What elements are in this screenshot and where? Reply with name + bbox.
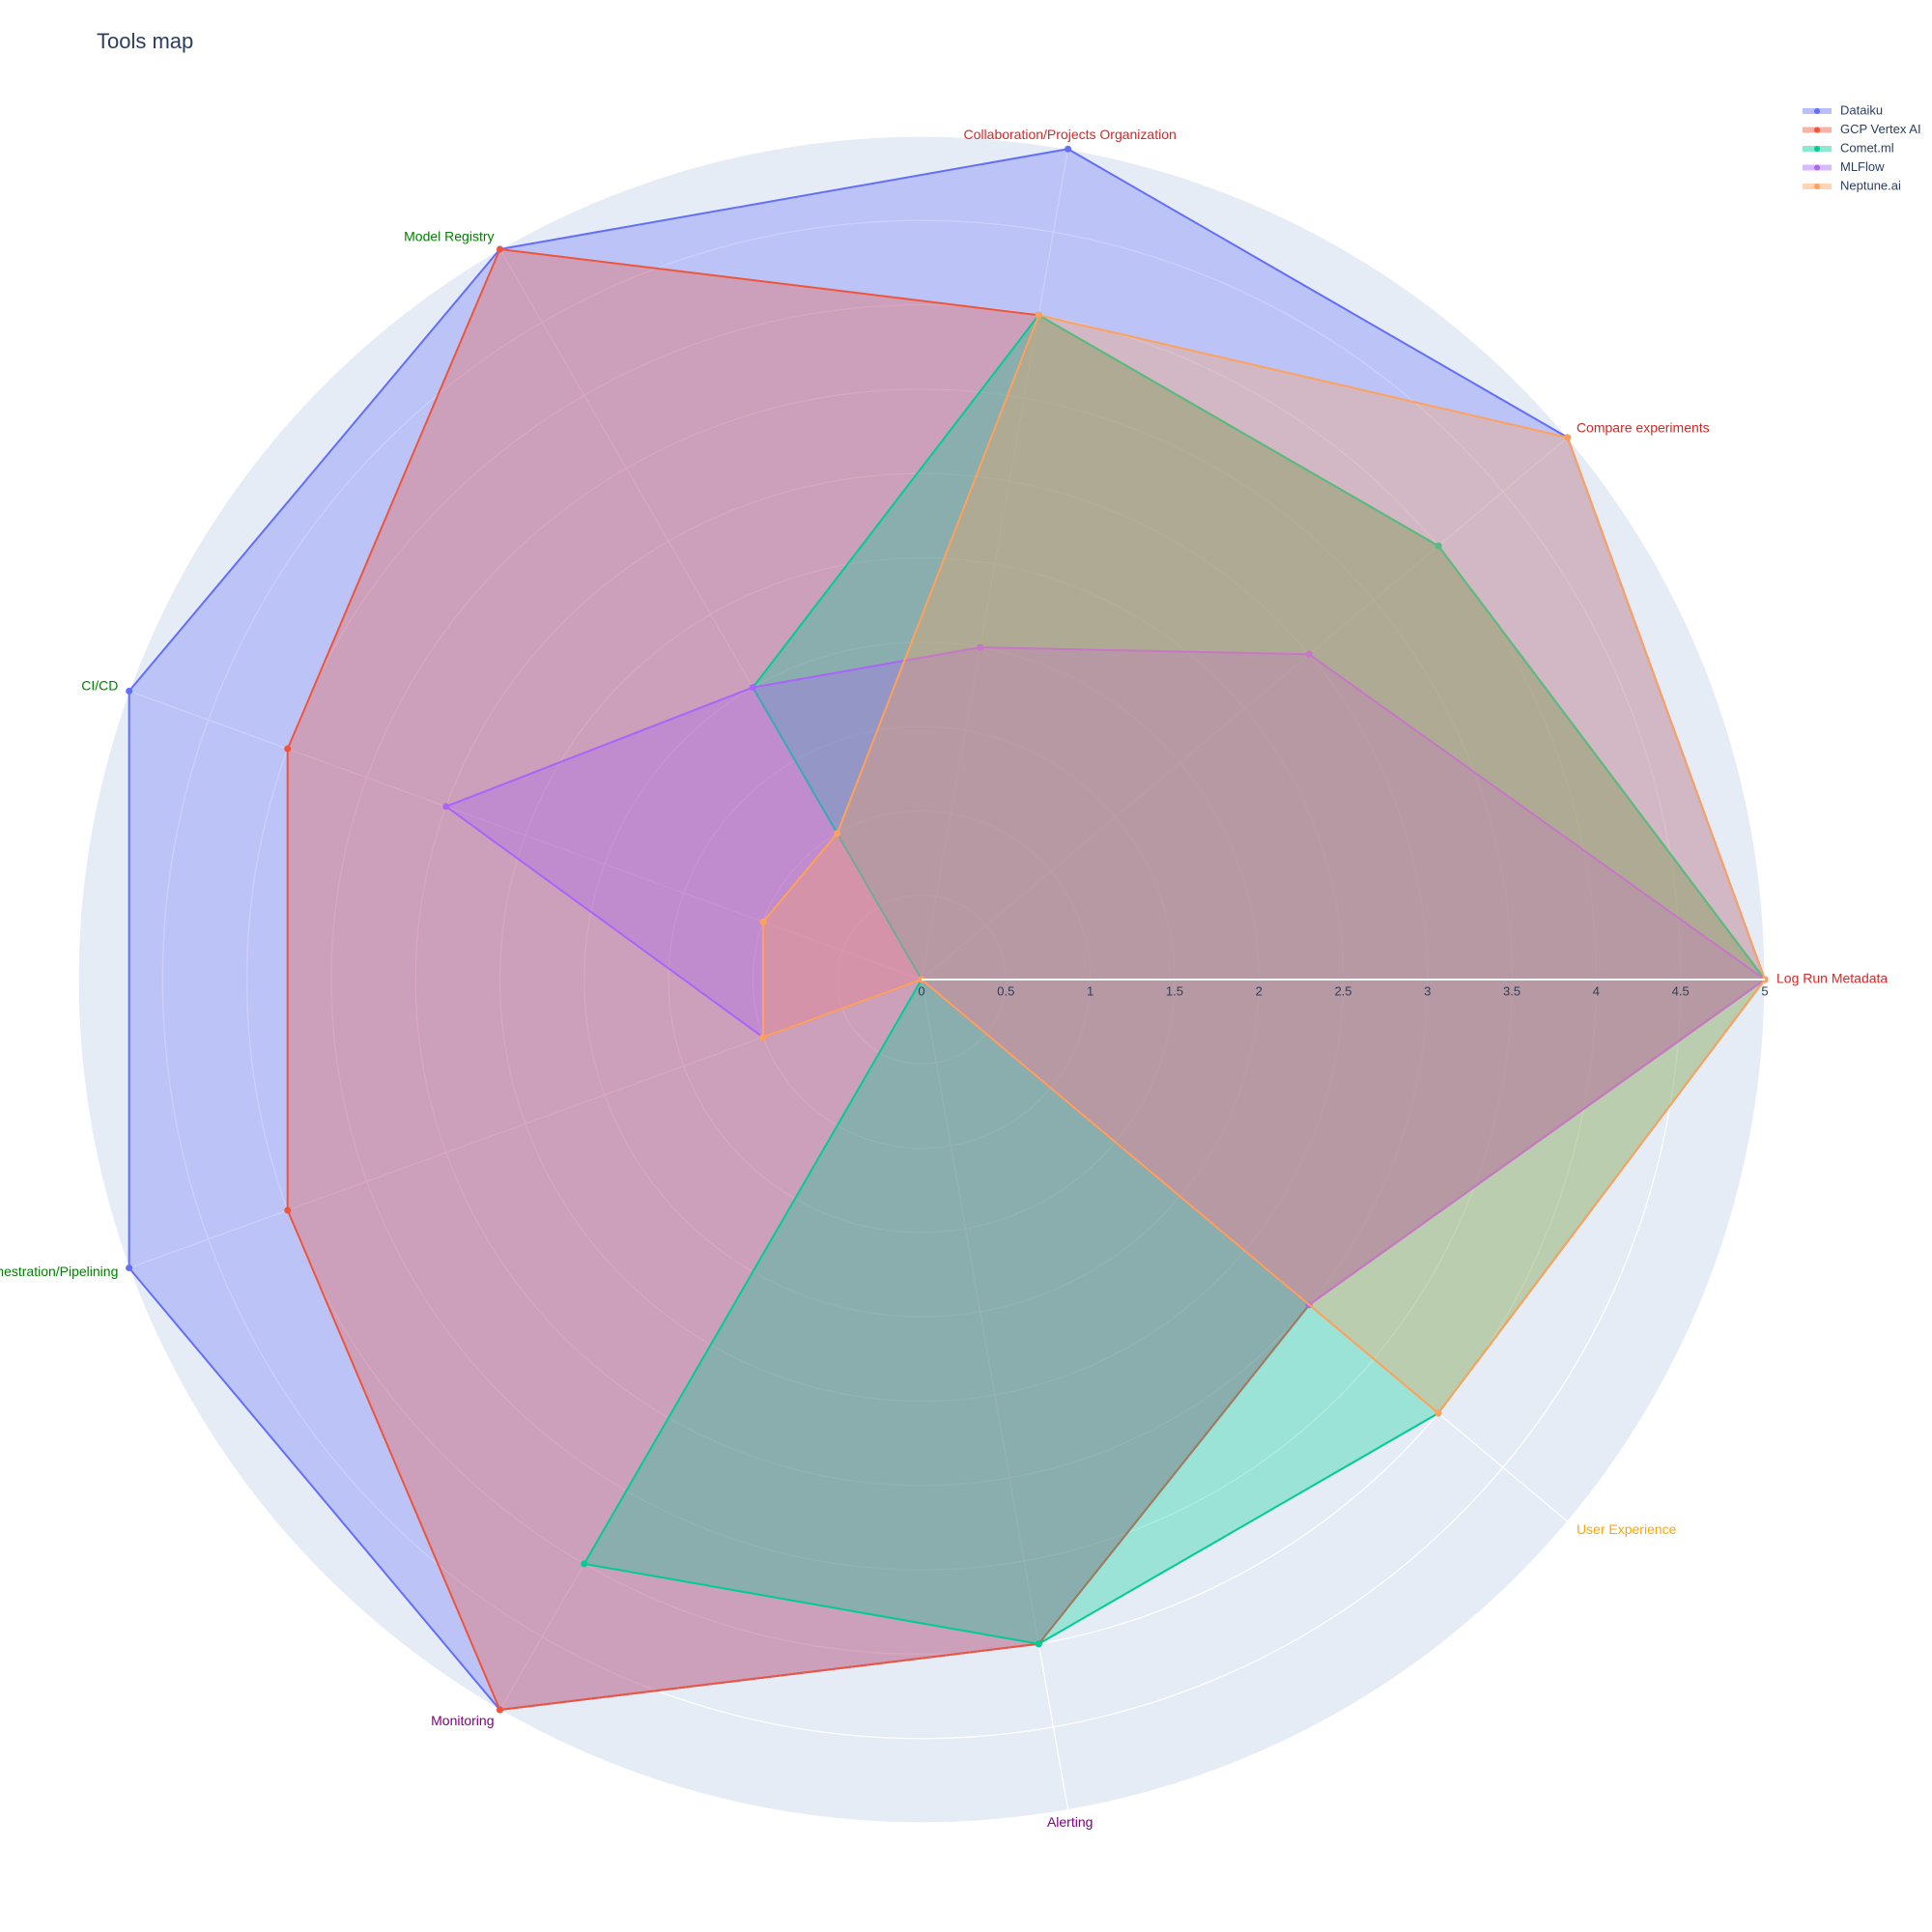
radial-tick-label: 1 <box>1087 983 1094 998</box>
radial-tick-label: 2 <box>1256 983 1263 998</box>
category-label: Alerting <box>1047 1814 1093 1830</box>
series-point <box>1564 434 1572 441</box>
legend-label: GCP Vertex AI <box>1840 122 1921 136</box>
category-label: Monitoring <box>431 1713 494 1728</box>
series-point <box>126 1264 133 1272</box>
series-point <box>834 830 841 838</box>
category-label: Model Registry <box>404 229 494 244</box>
series-point <box>497 1706 503 1714</box>
grid-spoke <box>128 690 923 980</box>
legend-marker <box>1814 146 1820 152</box>
category-label: Compare experiments <box>1577 420 1710 436</box>
grid-spoke <box>921 979 1069 1810</box>
series-point <box>759 1034 767 1041</box>
legend-label: Neptune.ai <box>1840 178 1901 192</box>
series-point <box>749 684 756 692</box>
series-point <box>1035 1640 1042 1648</box>
legend-label: Comet.ml <box>1840 140 1894 155</box>
radial-tick-label: 3 <box>1424 983 1431 998</box>
series-point <box>1435 542 1442 550</box>
radial-tick-label: 5 <box>1761 983 1768 998</box>
category-label: User Experience <box>1577 1521 1677 1537</box>
chart-title: Tools map <box>97 29 193 53</box>
series-point <box>284 745 292 753</box>
legend-item[interactable]: Dataiku <box>1803 102 1883 117</box>
radial-tick-label: 0 <box>918 983 924 998</box>
series-point <box>1435 1409 1442 1417</box>
series-point <box>126 687 133 695</box>
radial-tick-label: 4.5 <box>1672 983 1690 998</box>
series-point <box>497 245 503 253</box>
category-label: Orchestration/Pipelining <box>0 1264 118 1279</box>
series-point <box>284 1207 292 1214</box>
series-point <box>1305 650 1313 658</box>
radial-tick-label: 3.5 <box>1503 983 1520 998</box>
category-label: Collaboration/Projects Organization <box>964 127 1177 142</box>
legend-marker <box>1814 184 1820 189</box>
series-point <box>581 1560 588 1568</box>
grid-spoke <box>921 149 1069 980</box>
radial-tick-label: 0.5 <box>997 983 1014 998</box>
series-point <box>442 803 450 810</box>
grid-spoke <box>921 437 1569 980</box>
category-label: CI/CD <box>81 677 118 693</box>
legend-marker <box>1814 127 1820 133</box>
legend-item[interactable]: Comet.ml <box>1803 140 1894 155</box>
radial-tick-label: 1.5 <box>1166 983 1183 998</box>
legend-item[interactable]: GCP Vertex AI <box>1803 122 1921 136</box>
legend: Dataiku GCP Vertex AI Comet.ml MLFlow Neptun… <box>1803 102 1921 192</box>
series-point <box>759 918 767 925</box>
legend-label: MLFlow <box>1840 159 1885 174</box>
radial-tick-label: 2.5 <box>1334 983 1351 998</box>
legend-marker <box>1814 164 1820 171</box>
legend-item[interactable]: MLFlow <box>1803 159 1885 174</box>
category-label: Log Run Metadata <box>1776 971 1888 986</box>
radial-tick-label: 4 <box>1593 983 1600 998</box>
legend-marker <box>1814 108 1820 114</box>
series-point <box>1035 311 1042 319</box>
legend-label: Dataiku <box>1840 102 1883 117</box>
series-point <box>1065 145 1072 153</box>
legend-item[interactable]: Neptune.ai <box>1803 178 1901 192</box>
series-point <box>977 643 984 651</box>
